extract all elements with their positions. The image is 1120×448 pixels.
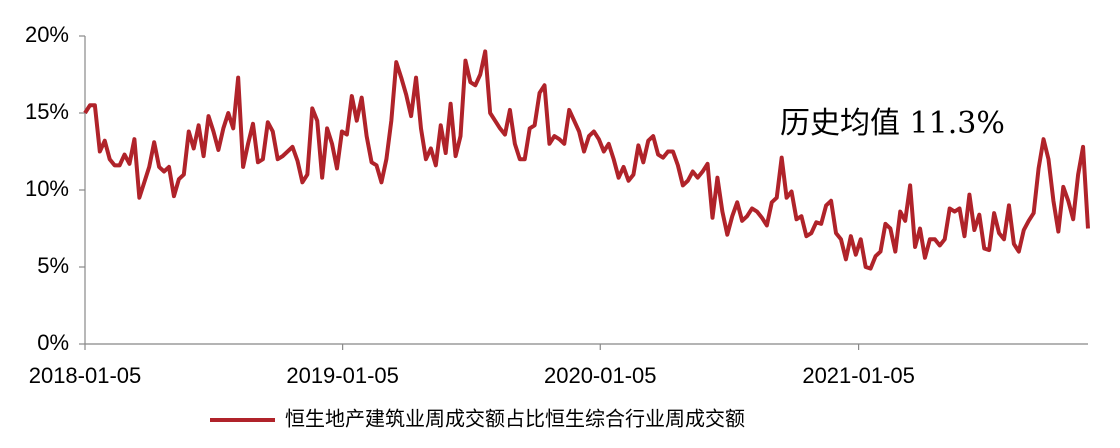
legend-label: 恒生地产建筑业周成交额占比恒生综合行业周成交额 (285, 407, 745, 430)
y-tick-label: 0% (37, 330, 69, 355)
y-tick-label: 10% (25, 176, 69, 201)
y-tick-label: 5% (37, 253, 69, 278)
x-tick-label: 2021-01-05 (802, 363, 915, 388)
y-tick-label: 20% (25, 22, 69, 47)
y-tick-label: 15% (25, 99, 69, 124)
x-tick-label: 2018-01-05 (29, 363, 142, 388)
x-tick-label: 2019-01-05 (286, 363, 399, 388)
data-line (83, 49, 1090, 271)
x-tick-label: 2020-01-05 (544, 363, 657, 388)
annotation: 历史均值 11.3% (780, 106, 1005, 141)
